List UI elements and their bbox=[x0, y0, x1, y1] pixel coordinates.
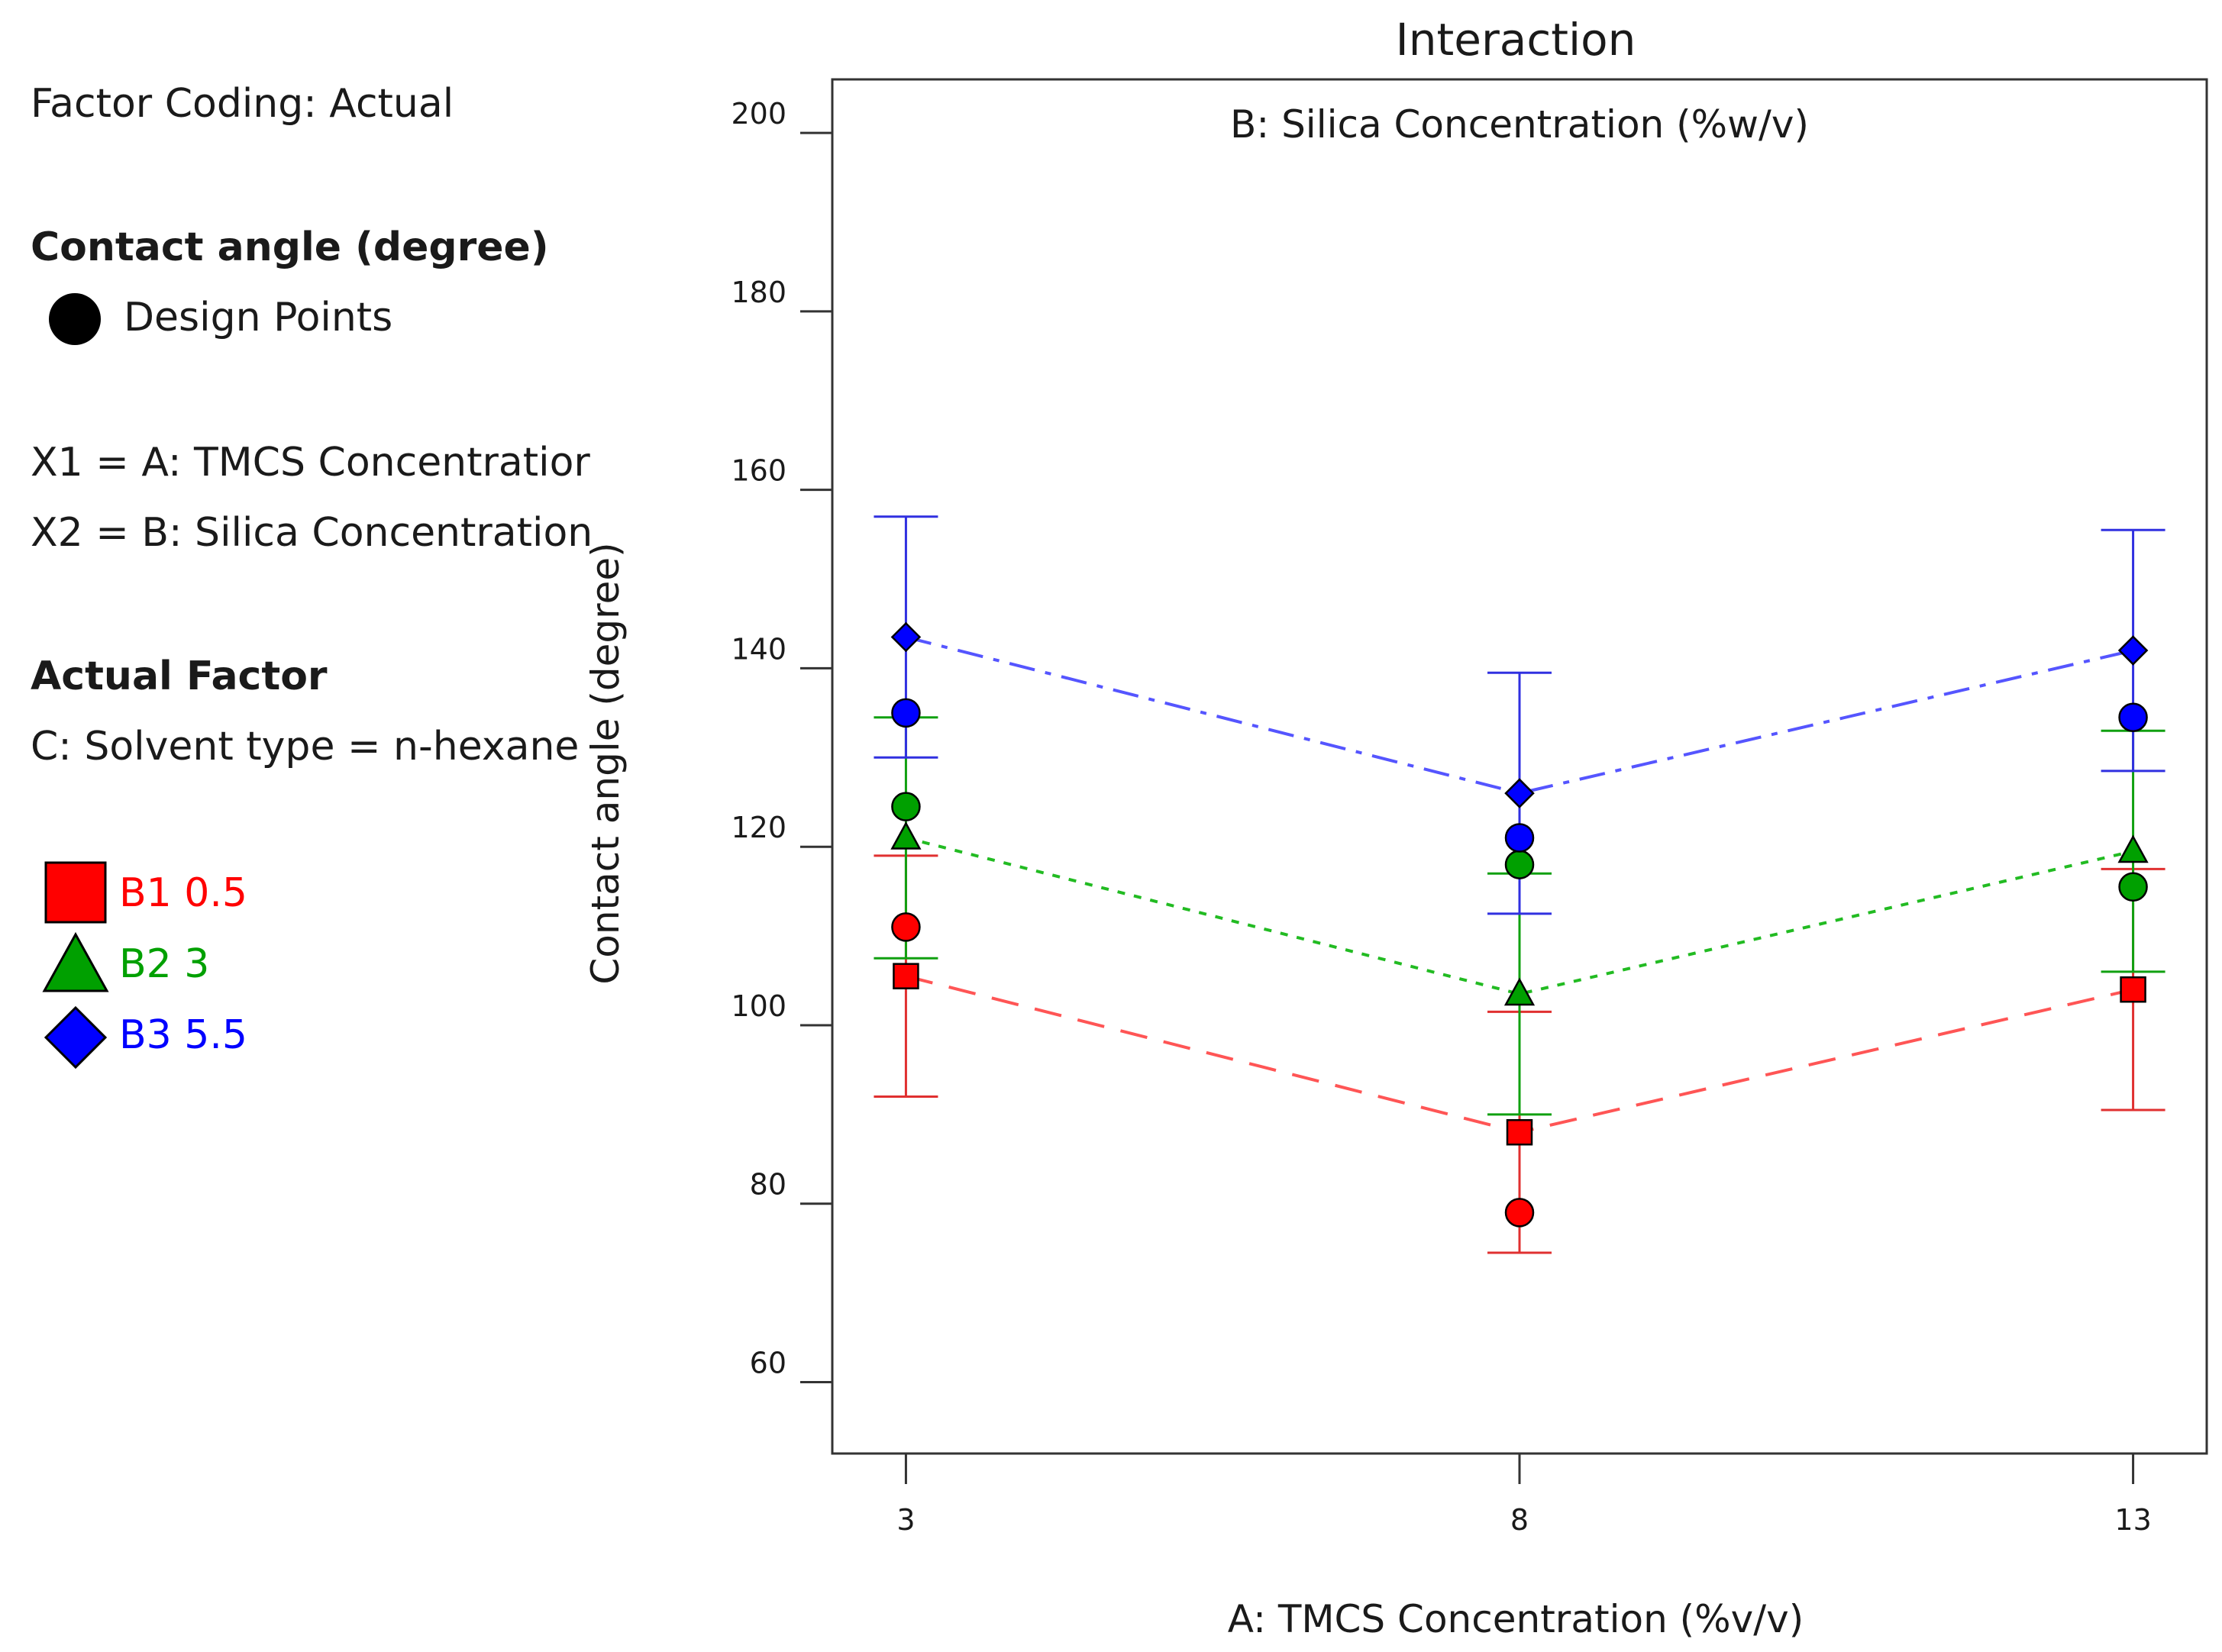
marker-3-3 bbox=[890, 621, 922, 653]
y-tick-label-180: 180 bbox=[731, 276, 786, 309]
y-tick-label-200: 200 bbox=[731, 97, 786, 131]
design-point-1 bbox=[891, 912, 921, 942]
series-line-3 bbox=[905, 635, 2134, 795]
marker-3-13 bbox=[2117, 635, 2149, 666]
y-tick-label-100: 100 bbox=[731, 989, 786, 1023]
y-tick-label-120: 120 bbox=[731, 811, 786, 844]
y-tick-label-140: 140 bbox=[731, 632, 786, 666]
actual-factor-value: C: Solvent type = n-hexane bbox=[31, 724, 580, 770]
design-point-7 bbox=[2118, 872, 2148, 902]
x-tick-label-8: 8 bbox=[1510, 1503, 1529, 1537]
design-point-8 bbox=[2118, 702, 2148, 732]
legend-label-b3: B3 5.5 bbox=[119, 1012, 247, 1058]
y-tick-label-160: 160 bbox=[731, 454, 786, 488]
chart-title: Interaction bbox=[1396, 14, 1636, 66]
factor-coding-label: Factor Coding: Actual bbox=[31, 81, 454, 127]
series-markers bbox=[890, 621, 2149, 1146]
chart-subtitle: B: Silica Concentration (%w/v) bbox=[1230, 102, 1809, 147]
response-heading: Contact angle (degree) bbox=[31, 224, 549, 270]
y-axis-title: Contact angle (degree) bbox=[583, 542, 628, 984]
x-axis-title: A: TMCS Concentration (%v/v) bbox=[1228, 1597, 1804, 1641]
y-tick-label-60: 60 bbox=[750, 1346, 786, 1379]
legend-diamond-icon bbox=[44, 1005, 108, 1070]
marker-2-8 bbox=[1503, 977, 1536, 1006]
legend-label-b1: B1 0.5 bbox=[119, 870, 247, 916]
legend-triangle-icon bbox=[42, 931, 109, 992]
x1-label: X1 = A: TMCS Concentratior bbox=[31, 440, 590, 486]
marker-1-13 bbox=[2120, 976, 2146, 1003]
design-points-layer bbox=[891, 698, 2148, 1228]
axes: 60 80 100 120 140 160 180 200 3 8 13 bbox=[731, 97, 2151, 1537]
x2-label: X2 = B: Silica Concentration bbox=[31, 510, 593, 556]
design-point-marker-icon bbox=[49, 293, 101, 345]
marker-1-8 bbox=[1506, 1118, 1533, 1146]
x-tick-label-3: 3 bbox=[896, 1503, 915, 1537]
legend-label-b2: B2 3 bbox=[119, 941, 210, 987]
marker-1-3 bbox=[893, 963, 919, 989]
x-tick-label-13: 13 bbox=[2114, 1503, 2151, 1537]
marker-2-3 bbox=[890, 821, 922, 850]
series-legend-markers bbox=[42, 861, 109, 1070]
design-point-6 bbox=[1504, 823, 1535, 853]
actual-factor-heading: Actual Factor bbox=[31, 653, 328, 699]
design-point-4 bbox=[1504, 1198, 1535, 1228]
design-point-2 bbox=[891, 792, 921, 821]
legend-square-icon bbox=[44, 861, 107, 924]
design-point-5 bbox=[1504, 850, 1535, 879]
marker-2-13 bbox=[2117, 834, 2149, 863]
design-points-label: Design Points bbox=[124, 295, 393, 340]
y-tick-label-80: 80 bbox=[750, 1168, 786, 1202]
marker-3-8 bbox=[1504, 778, 1535, 808]
design-point-3 bbox=[891, 698, 921, 728]
